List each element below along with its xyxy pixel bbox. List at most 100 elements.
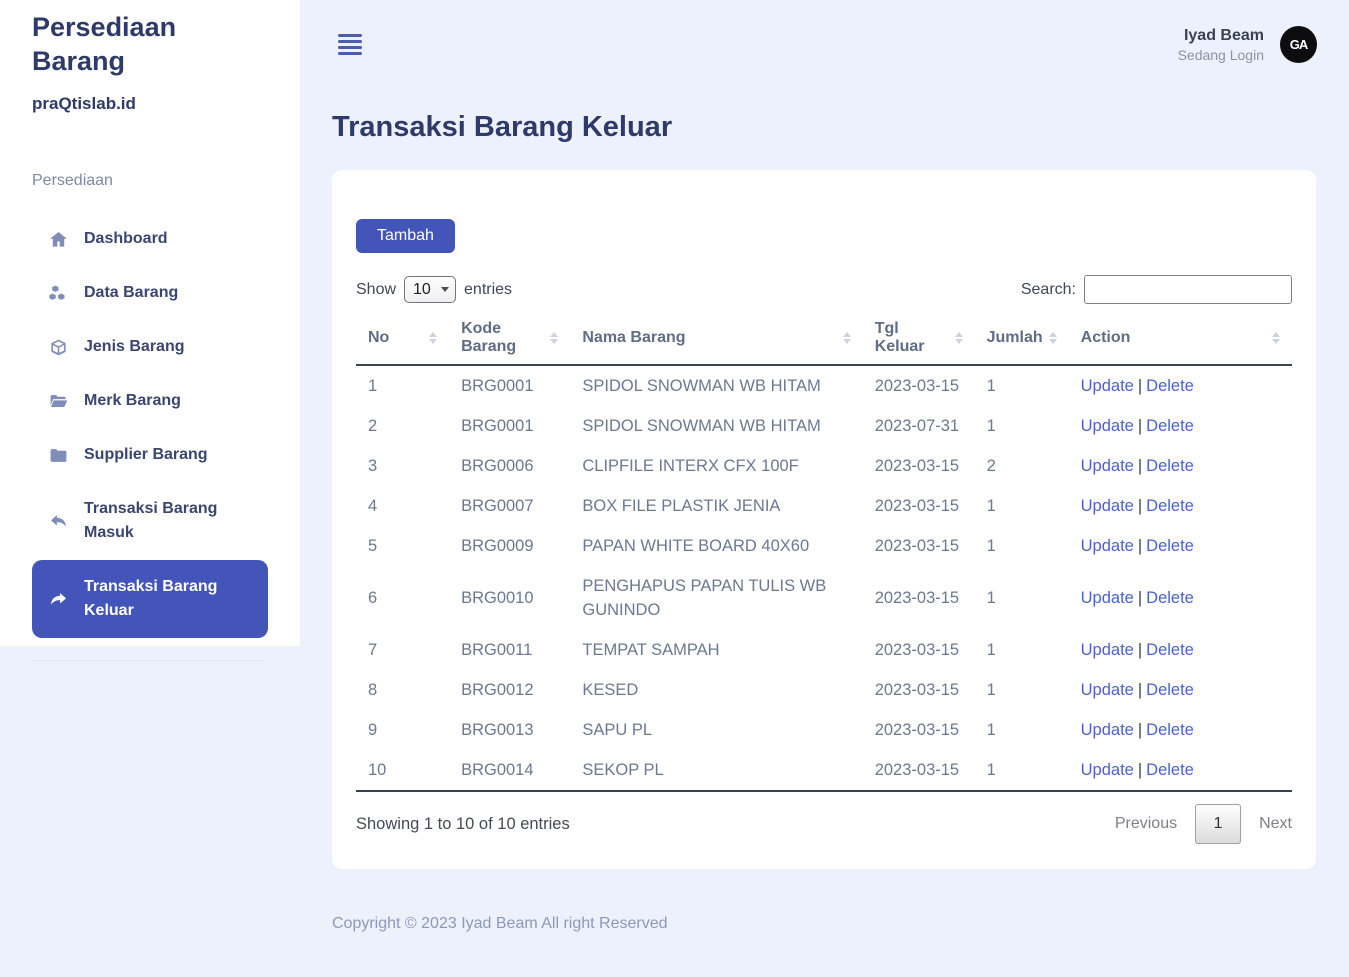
table-row: 4 BRG0007 BOX FILE PLASTIK JENIA 2023-03… <box>356 486 1292 526</box>
search-input[interactable] <box>1084 275 1292 304</box>
cell-action: Update|Delete <box>1069 670 1292 710</box>
user-box[interactable]: Iyad Beam Sedang Login GA <box>1178 26 1317 63</box>
sidebar-item-label: Merk Barang <box>84 389 181 413</box>
sidebar-item-label: Transaksi Barang Masuk <box>84 497 252 545</box>
sidebar-item-data-barang[interactable]: Data Barang <box>32 266 268 320</box>
cell-action: Update|Delete <box>1069 526 1292 566</box>
page-number-button[interactable]: 1 <box>1195 804 1241 844</box>
sort-icon[interactable] <box>550 332 558 344</box>
column-header-tgl[interactable]: Tgl Keluar <box>863 312 975 365</box>
cell-action: Update|Delete <box>1069 630 1292 670</box>
action-separator: | <box>1138 537 1142 555</box>
delete-link[interactable]: Delete <box>1146 457 1194 475</box>
sidebar-divider <box>32 660 268 661</box>
cell-jumlah: 1 <box>975 670 1069 710</box>
sidebar-item-transaksi-keluar[interactable]: Transaksi Barang Keluar <box>32 560 268 638</box>
table-row: 2 BRG0001 SPIDOL SNOWMAN WB HITAM 2023-0… <box>356 406 1292 446</box>
entries-select-wrap: 10 <box>404 276 456 303</box>
cell-tgl: 2023-03-15 <box>863 750 975 791</box>
cell-kode: BRG0007 <box>449 486 570 526</box>
cell-no: 5 <box>356 526 449 566</box>
cell-tgl: 2023-03-15 <box>863 526 975 566</box>
delete-link[interactable]: Delete <box>1146 417 1194 435</box>
menu-icon[interactable] <box>338 34 362 55</box>
sidebar-item-label: Supplier Barang <box>84 443 208 467</box>
column-header-kode[interactable]: Kode Barang <box>449 312 570 365</box>
column-header-nama[interactable]: Nama Barang <box>570 312 862 365</box>
table-body: 1 BRG0001 SPIDOL SNOWMAN WB HITAM 2023-0… <box>356 365 1292 791</box>
delete-link[interactable]: Delete <box>1146 681 1194 699</box>
tambah-button[interactable]: Tambah <box>356 219 455 253</box>
show-label: Show <box>356 281 396 299</box>
delete-link[interactable]: Delete <box>1146 641 1194 659</box>
update-link[interactable]: Update <box>1081 497 1134 515</box>
sort-icon[interactable] <box>429 332 437 344</box>
user-status: Sedang Login <box>1178 47 1264 63</box>
action-separator: | <box>1138 497 1142 515</box>
delete-link[interactable]: Delete <box>1146 721 1194 739</box>
cell-tgl: 2023-03-15 <box>863 486 975 526</box>
cell-action: Update|Delete <box>1069 406 1292 446</box>
update-link[interactable]: Update <box>1081 589 1134 607</box>
cell-action: Update|Delete <box>1069 710 1292 750</box>
sidebar-item-supplier-barang[interactable]: Supplier Barang <box>32 428 268 482</box>
cell-nama: PENGHAPUS PAPAN TULIS WB GUNINDO <box>570 566 862 630</box>
folder-open-icon <box>48 391 68 411</box>
cell-no: 7 <box>356 630 449 670</box>
update-link[interactable]: Update <box>1081 377 1134 395</box>
cell-kode: BRG0006 <box>449 446 570 486</box>
column-header-no[interactable]: No <box>356 312 449 365</box>
update-link[interactable]: Update <box>1081 641 1134 659</box>
table-row: 6 BRG0010 PENGHAPUS PAPAN TULIS WB GUNIN… <box>356 566 1292 630</box>
sidebar-item-transaksi-masuk[interactable]: Transaksi Barang Masuk <box>32 482 268 560</box>
update-link[interactable]: Update <box>1081 537 1134 555</box>
avatar[interactable]: GA <box>1280 26 1317 63</box>
cell-nama: CLIPFILE INTERX CFX 100F <box>570 446 862 486</box>
table-row: 9 BRG0013 SAPU PL 2023-03-15 1 Update|De… <box>356 710 1292 750</box>
cell-nama: BOX FILE PLASTIK JENIA <box>570 486 862 526</box>
update-link[interactable]: Update <box>1081 721 1134 739</box>
cell-kode: BRG0013 <box>449 710 570 750</box>
app-subtitle: praQtislab.id <box>32 94 268 114</box>
update-link[interactable]: Update <box>1081 681 1134 699</box>
delete-link[interactable]: Delete <box>1146 537 1194 555</box>
app-title: Persediaan Barang <box>32 10 268 78</box>
delete-link[interactable]: Delete <box>1146 589 1194 607</box>
sort-icon[interactable] <box>1272 332 1280 344</box>
entries-select[interactable]: 10 <box>404 276 456 303</box>
user-name: Iyad Beam <box>1178 27 1264 45</box>
topbar: Iyad Beam Sedang Login GA <box>300 0 1349 63</box>
cell-no: 1 <box>356 365 449 406</box>
update-link[interactable]: Update <box>1081 457 1134 475</box>
table-controls: Show 10 entries Search: <box>356 275 1292 304</box>
cell-no: 4 <box>356 486 449 526</box>
sort-icon[interactable] <box>843 332 851 344</box>
column-header-action[interactable]: Action <box>1069 312 1292 365</box>
action-separator: | <box>1138 761 1142 779</box>
sort-icon[interactable] <box>1049 332 1057 344</box>
update-link[interactable]: Update <box>1081 761 1134 779</box>
cell-jumlah: 1 <box>975 566 1069 630</box>
sidebar-item-jenis-barang[interactable]: Jenis Barang <box>32 320 268 374</box>
update-link[interactable]: Update <box>1081 417 1134 435</box>
delete-link[interactable]: Delete <box>1146 377 1194 395</box>
cell-kode: BRG0010 <box>449 566 570 630</box>
delete-link[interactable]: Delete <box>1146 761 1194 779</box>
sidebar-item-merk-barang[interactable]: Merk Barang <box>32 374 268 428</box>
delete-link[interactable]: Delete <box>1146 497 1194 515</box>
previous-button[interactable]: Previous <box>1115 815 1177 833</box>
cell-no: 9 <box>356 710 449 750</box>
cell-jumlah: 1 <box>975 630 1069 670</box>
sort-icon[interactable] <box>955 332 963 344</box>
cell-jumlah: 1 <box>975 406 1069 446</box>
column-header-jumlah[interactable]: Jumlah <box>975 312 1069 365</box>
cell-nama: PAPAN WHITE BOARD 40X60 <box>570 526 862 566</box>
action-separator: | <box>1138 641 1142 659</box>
next-button[interactable]: Next <box>1259 815 1292 833</box>
sidebar-item-dashboard[interactable]: Dashboard <box>32 212 268 266</box>
sidebar-item-label: Dashboard <box>84 227 168 251</box>
entries-summary: Showing 1 to 10 of 10 entries <box>356 815 570 834</box>
sidebar-nav: Dashboard Data Barang Jenis Barang Merk … <box>32 212 268 638</box>
cell-tgl: 2023-03-15 <box>863 630 975 670</box>
table-row: 1 BRG0001 SPIDOL SNOWMAN WB HITAM 2023-0… <box>356 365 1292 406</box>
